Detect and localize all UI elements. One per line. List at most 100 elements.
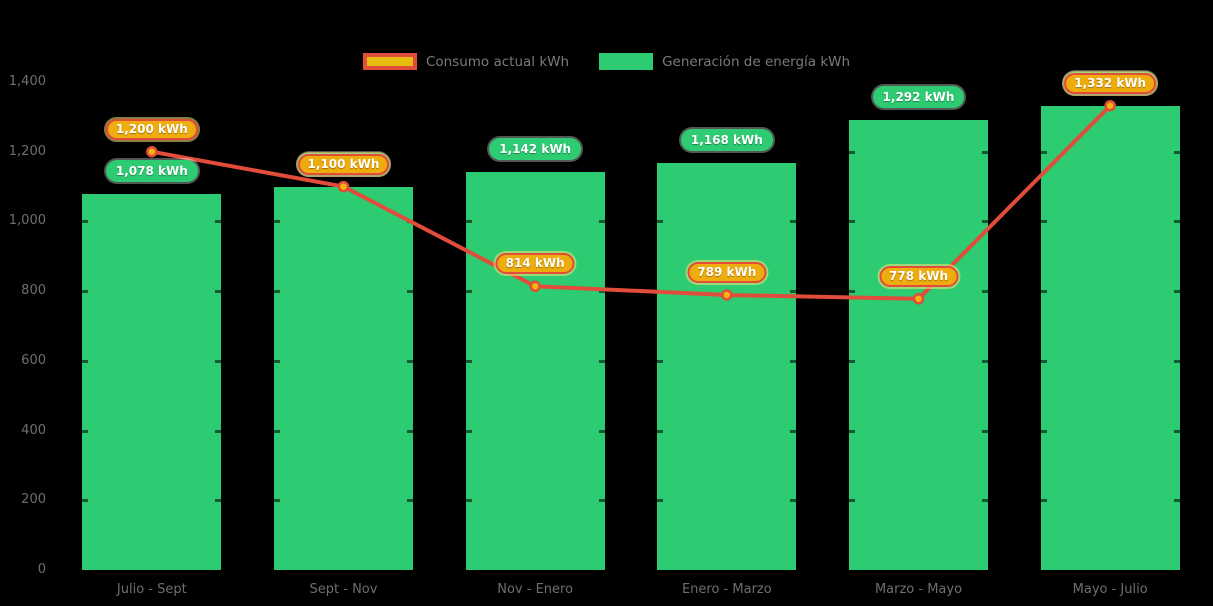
generacion-bar[interactable]: [274, 186, 413, 570]
gridline-tick: [1040, 150, 1047, 154]
gridline-tick: [215, 359, 222, 363]
gridline-tick: [1040, 359, 1047, 363]
gridline-tick: [274, 429, 280, 433]
gridline-tick: [849, 499, 855, 503]
legend-item-consumo[interactable]: Consumo actual kWh: [362, 53, 570, 70]
x-axis-category-label: Enero - Marzo: [681, 582, 772, 597]
generacion-value-pill: 1,168 kWh: [680, 128, 773, 151]
generacion-bar[interactable]: [82, 194, 222, 570]
gridline-tick: [982, 150, 988, 154]
gridline-tick: [598, 359, 605, 363]
gridline-tick: [790, 429, 797, 433]
x-axis-category-label: Marzo - Mayo: [874, 582, 963, 597]
legend-label-consumo: Consumo actual kWh: [425, 53, 570, 70]
gridline-tick: [215, 290, 222, 294]
consumo-swatch-icon: [362, 53, 417, 70]
y-axis-tick-label: 1,000: [8, 213, 46, 229]
generacion-bar[interactable]: [657, 162, 797, 570]
gridline-tick: [465, 290, 472, 294]
consumo-value-pill: 1,200 kWh: [105, 118, 198, 140]
gridline-tick: [982, 290, 988, 294]
gridline-tick: [849, 359, 855, 363]
generacion-value-pill: 1,078 kWh: [105, 160, 198, 183]
line-point-marker[interactable]: [146, 145, 158, 158]
gridline-tick: [982, 359, 988, 363]
generacion-value-pill: 1,292 kWh: [872, 85, 965, 108]
consumo-value-pill: 789 kWh: [687, 261, 767, 283]
y-axis-tick-label: 0: [37, 562, 46, 577]
line-point-marker[interactable]: [912, 293, 925, 305]
consumo-value-pill: 814 kWh: [495, 253, 575, 275]
gridline-tick: [274, 290, 280, 294]
gridline-tick: [982, 499, 988, 503]
gridline-tick: [1040, 429, 1047, 433]
gridline-tick: [790, 220, 797, 224]
gridline-tick: [82, 220, 89, 224]
gridline-tick: [1173, 220, 1180, 224]
gridline-tick: [1173, 290, 1180, 294]
gridline-tick: [657, 429, 664, 433]
x-axis-category-label: Nov - Enero: [497, 582, 574, 597]
generacion-value-pill: 1,142 kWh: [489, 137, 582, 160]
gridline-tick: [215, 499, 222, 503]
gridline-tick: [465, 359, 472, 363]
gridline-tick: [82, 429, 89, 433]
gridline-tick: [849, 150, 855, 154]
y-axis-tick-label: 400: [21, 422, 46, 438]
gridline-tick: [598, 499, 605, 503]
gridline-tick: [657, 359, 664, 363]
y-axis-tick-label: 600: [21, 352, 46, 368]
generacion-swatch-icon: [599, 53, 654, 70]
gridline-tick: [215, 429, 222, 433]
y-axis-tick-label: 1,200: [8, 143, 46, 159]
gridline-tick: [82, 359, 89, 363]
line-point-marker[interactable]: [1104, 99, 1116, 112]
gridline-tick: [1173, 359, 1180, 363]
consumo-value-pill: 1,100 kWh: [297, 153, 390, 175]
gridline-tick: [1040, 290, 1047, 294]
gridline-tick: [982, 220, 988, 224]
consumo-line: [149, 103, 1113, 301]
gridline-tick: [1040, 499, 1047, 503]
gridline-tick: [215, 220, 222, 224]
gridline-tick: [849, 429, 855, 433]
gridline-tick: [82, 290, 89, 294]
gridline-tick: [274, 499, 280, 503]
y-axis-tick-label: 200: [21, 492, 46, 508]
legend-item-generacion[interactable]: Generación de energía kWh: [599, 53, 850, 70]
gridline-tick: [465, 429, 472, 433]
gridline-tick: [982, 429, 988, 433]
x-axis-category-label: Mayo - Julio: [1072, 582, 1148, 597]
gridline-tick: [598, 220, 605, 224]
generacion-bar[interactable]: [1040, 105, 1180, 570]
gridline-tick: [598, 429, 605, 433]
line-point-marker[interactable]: [721, 289, 733, 301]
legend-label-generacion: Generación de energía kWh: [662, 53, 851, 70]
gridline-tick: [657, 220, 664, 224]
gridline-tick: [1173, 429, 1180, 433]
consumo-value-pill: 778 kWh: [879, 265, 958, 287]
gridline-tick: [274, 220, 280, 224]
line-point-marker[interactable]: [529, 280, 541, 293]
gridline-tick: [407, 290, 413, 294]
gridline-tick: [1040, 220, 1047, 224]
x-axis-category-label: Julio - Sept: [116, 582, 187, 597]
gridline-tick: [849, 290, 855, 294]
gridline-tick: [657, 499, 664, 503]
gridline-tick: [274, 359, 280, 363]
gridline-tick: [407, 499, 413, 503]
line-point-marker[interactable]: [337, 180, 350, 193]
gridline-tick: [790, 290, 797, 294]
generacion-bar[interactable]: [465, 171, 605, 570]
gridline-tick: [407, 359, 413, 363]
gridline-tick: [1173, 499, 1180, 503]
legend: Consumo actual kWh Generación de energía…: [0, 53, 1213, 70]
consumo-value-pill: 1,332 kWh: [1064, 72, 1157, 94]
gridline-tick: [82, 499, 89, 503]
gridline-tick: [790, 359, 797, 363]
y-axis-tick-label: 800: [21, 283, 46, 299]
generacion-bar[interactable]: [849, 119, 988, 570]
